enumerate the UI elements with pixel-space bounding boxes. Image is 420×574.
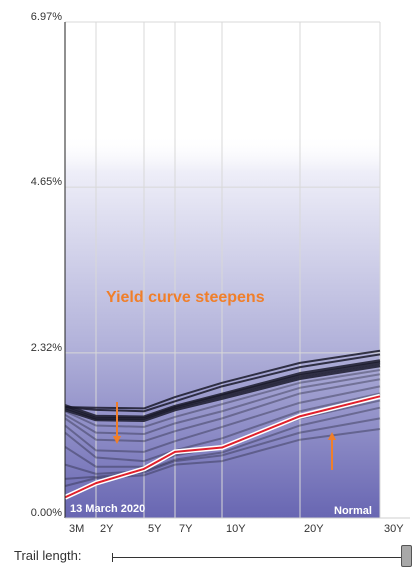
trail-line-13: [64, 349, 381, 410]
x-tick-label-3: 7Y: [179, 523, 193, 535]
y-tick-label-1: 4.65%: [31, 176, 62, 188]
annotation-date: 13 March 2020: [70, 503, 145, 515]
trail-line-12: [64, 353, 381, 413]
annotations: Yield curve steepens 13 March 2020 Norma…: [70, 289, 372, 517]
y-tick-label-2: 2.32%: [31, 342, 62, 354]
x-tick-label-5: 20Y: [304, 523, 324, 535]
trail-line-11: [64, 428, 381, 487]
tick-labels: 6.97% 4.65% 2.32% 0.00% 3M 2Y 5Y 7Y 10Y 20Y 30Y: [31, 11, 404, 535]
current-curve: [63, 393, 381, 500]
x-tick-label-6: 30Y: [384, 523, 404, 535]
trail-slider-track[interactable]: [112, 557, 404, 558]
trail-line-9: [64, 406, 381, 475]
axes: [64, 22, 410, 519]
trail-line-5: [64, 378, 381, 443]
trail-slider-thumb[interactable]: [401, 545, 412, 567]
trail-line-3: [64, 368, 381, 428]
x-tick-label-1: 2Y: [100, 523, 114, 535]
annotation-steepens: Yield curve steepens: [106, 289, 265, 306]
trail-line-6: [64, 385, 381, 453]
y-tick-label-0: 6.97%: [31, 11, 62, 23]
y-tick-label-3: 0.00%: [31, 507, 62, 519]
trail-line-2: [64, 359, 381, 419]
trail-length-label: Trail length:: [14, 548, 82, 563]
x-tick-label-4: 10Y: [226, 523, 246, 535]
current-curve-line: [64, 395, 381, 499]
trail-line-4: [64, 373, 381, 436]
x-tick-label-0: 3M: [69, 523, 84, 535]
yield-curve-chart: 6.97% 4.65% 2.32% 0.00% 3M 2Y 5Y 7Y 10Y 20Y 30Y Yi…: [31, 11, 410, 535]
annotation-shape: Normal: [334, 505, 372, 517]
trail-line-10: [64, 417, 381, 480]
x-tick-label-2: 5Y: [148, 523, 162, 535]
trail-line-1: [64, 364, 381, 423]
